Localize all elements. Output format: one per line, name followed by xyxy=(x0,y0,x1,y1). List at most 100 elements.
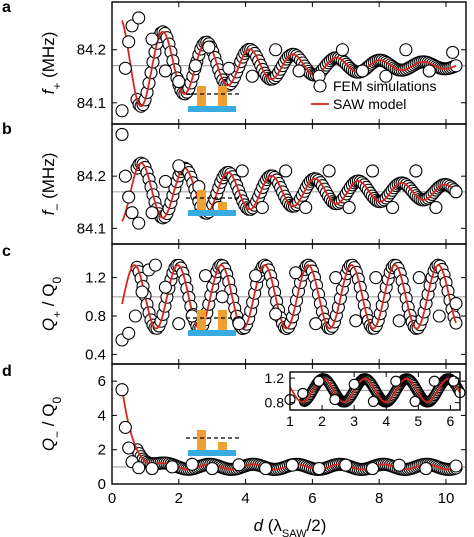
x-axis-label-sub: SAW xyxy=(282,528,307,537)
y-label-main: f xyxy=(39,208,58,215)
fem-data-point xyxy=(185,457,199,471)
y-label-sub: + xyxy=(50,83,64,90)
panel-letter: d xyxy=(2,363,12,380)
fem-data-point xyxy=(255,200,269,215)
fem-data-point xyxy=(399,43,413,57)
electrode-pad-left xyxy=(197,430,206,450)
fem-data-point xyxy=(446,45,460,59)
x-axis-label: d (λSAW/2) xyxy=(254,516,327,537)
fem-data-point xyxy=(232,458,246,472)
electrode-pad-right xyxy=(218,442,227,450)
fem-data-point xyxy=(292,64,306,78)
fem-data-point xyxy=(118,420,132,434)
fem-data-point xyxy=(259,462,273,476)
x-axis-label-d: d xyxy=(254,516,264,535)
substrate-bar xyxy=(188,330,236,336)
y-tick-label: 2 xyxy=(98,442,106,459)
fem-data-point xyxy=(115,127,129,141)
fem-data-point xyxy=(135,285,149,299)
y-label-main: Q xyxy=(39,318,58,331)
y-tick-label: 1.2 xyxy=(85,270,106,287)
legend-saw-label: SAW model xyxy=(333,96,406,112)
electrode-pad-left xyxy=(197,310,206,330)
fem-data-point xyxy=(312,462,326,476)
fem-data-point xyxy=(172,317,186,331)
fem-data-point xyxy=(118,61,132,75)
fem-data-point xyxy=(249,269,263,283)
fem-data-point xyxy=(428,375,440,387)
y-tick-label: 4 xyxy=(98,407,106,424)
fem-data-point xyxy=(313,375,325,387)
fem-data-point xyxy=(449,296,463,311)
panel-letter: a xyxy=(2,0,11,16)
substrate-bar xyxy=(188,106,236,112)
fem-data-point xyxy=(285,458,299,472)
panel-letter: c xyxy=(2,243,11,260)
fem-data-point xyxy=(449,459,463,473)
y-label-unit: (MHz) xyxy=(39,153,58,204)
y-label-main: Q xyxy=(39,438,58,451)
y-tick-label: 1.2 xyxy=(265,370,285,386)
fem-data-point xyxy=(145,206,159,220)
fem-data-point xyxy=(348,378,360,390)
y-label-sub: + xyxy=(50,311,64,318)
panel-b: 84.1 84.2 b f− (MHz) xyxy=(2,121,467,245)
fem-data-point xyxy=(172,159,186,173)
fem-data-point xyxy=(222,61,236,75)
legend-fem-marker xyxy=(313,79,327,93)
fem-data-point xyxy=(198,269,213,283)
fem-data-point xyxy=(235,164,249,178)
legend: FEM simulations SAW model xyxy=(311,78,436,112)
x-tick-label: 5 xyxy=(414,413,422,429)
y-tick-label: 84.1 xyxy=(77,220,106,237)
fem-data-point xyxy=(329,271,343,285)
y-axis-label: f− (MHz) xyxy=(39,153,64,216)
y-label-main: f xyxy=(39,87,58,94)
y-tick-label: 0 xyxy=(98,476,106,493)
fem-data-point xyxy=(322,164,336,178)
fem-data-point xyxy=(132,461,146,475)
electrode-pad-right xyxy=(218,202,227,210)
fem-data-point xyxy=(128,309,142,323)
electrode-pad-left xyxy=(197,86,206,106)
fem-data-point xyxy=(379,69,393,83)
x-tick-label: 6 xyxy=(308,490,316,507)
fem-data-point xyxy=(132,11,146,25)
fem-data-point xyxy=(158,174,172,188)
y-tick-label: 84.2 xyxy=(77,168,106,185)
fem-data-point xyxy=(185,309,199,323)
x-tick-label: 4 xyxy=(241,490,249,507)
y-axis-label: Q+ / Q0 xyxy=(39,277,64,332)
fem-data-point xyxy=(172,75,186,89)
fem-data-point xyxy=(148,258,162,272)
y-tick-label: 6 xyxy=(98,373,106,390)
fem-data-point xyxy=(309,317,323,331)
fem-data-point xyxy=(335,43,349,57)
resonator-schematic xyxy=(186,190,240,216)
saw-model-line xyxy=(121,162,457,222)
panel-d-inset: 0.8 1.2 1 2 3 4 5 6 xyxy=(265,370,466,429)
y-tick-label: 0.4 xyxy=(85,346,106,363)
fem-data-point xyxy=(299,200,313,215)
fem-data-point xyxy=(158,64,172,78)
fem-data-point xyxy=(449,185,463,199)
fem-data-point xyxy=(245,69,259,83)
fem-marker xyxy=(449,316,463,330)
electrode-pad-right xyxy=(218,86,227,106)
y-tick-label: 84.1 xyxy=(77,95,106,112)
fem-data-point xyxy=(409,164,423,178)
fem-data-point xyxy=(232,317,246,331)
fem-data-point xyxy=(365,164,380,178)
plot-frame xyxy=(289,371,461,411)
fem-data-point xyxy=(432,309,446,323)
resonator-schematic xyxy=(186,86,240,112)
y-label-unit-sub: 0 xyxy=(50,397,64,404)
x-tick-label: 6 xyxy=(446,413,454,429)
resonator-schematic xyxy=(186,430,240,456)
fem-marker-chain xyxy=(130,443,463,476)
electrode-pad-right xyxy=(218,310,227,330)
fem-data-point xyxy=(412,271,426,285)
